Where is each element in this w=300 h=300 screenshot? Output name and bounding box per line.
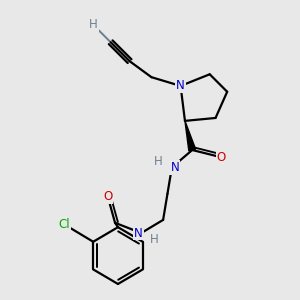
Text: O: O bbox=[217, 151, 226, 164]
Text: H: H bbox=[150, 233, 159, 246]
Text: Cl: Cl bbox=[58, 218, 70, 231]
Text: N: N bbox=[134, 226, 143, 239]
Text: N: N bbox=[176, 80, 185, 92]
Text: N: N bbox=[170, 161, 179, 174]
Text: O: O bbox=[103, 190, 112, 203]
Polygon shape bbox=[185, 121, 196, 151]
Text: H: H bbox=[89, 18, 98, 31]
Text: H: H bbox=[154, 154, 163, 168]
